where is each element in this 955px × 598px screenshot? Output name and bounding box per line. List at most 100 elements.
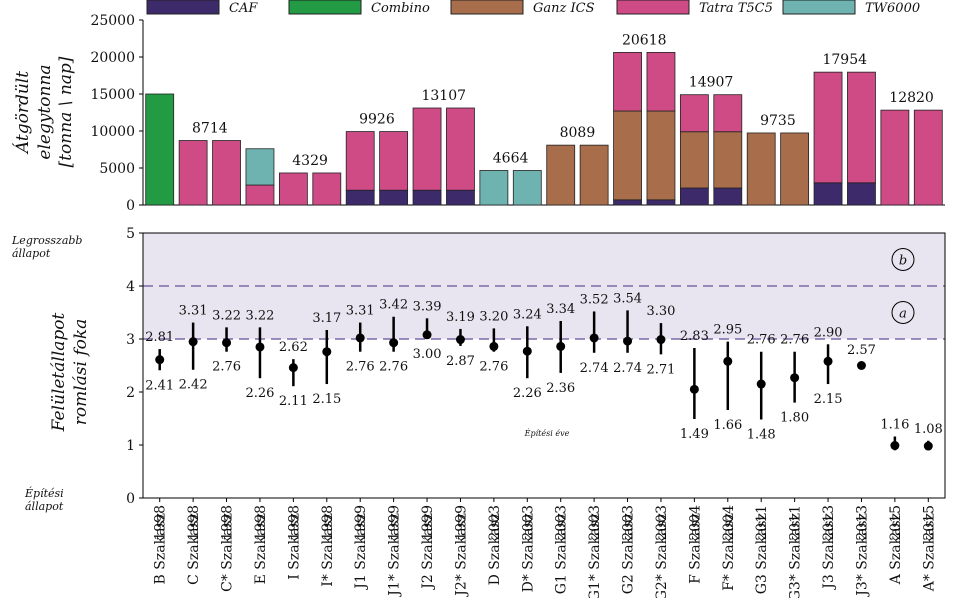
zone-label: a [899, 307, 907, 322]
bar-segment-tatra-t5c5 [178, 140, 208, 206]
legend-label: Combino [371, 1, 430, 16]
mean-point [489, 341, 499, 351]
top-y-tick-label: 5000 [99, 161, 135, 177]
mean-point [288, 363, 298, 373]
year-label: 1998 [286, 505, 302, 541]
legend-label: TW6000 [865, 1, 920, 16]
mean-point [656, 335, 666, 345]
section-label: F Szakasz [687, 513, 703, 584]
max-value-label: 2.76 [747, 333, 776, 348]
section-label: G1 Szakasz [554, 513, 570, 594]
max-value-label: 3.19 [446, 310, 475, 325]
total-label: 13107 [421, 88, 466, 104]
year-label: 2003 [587, 505, 603, 541]
top-y-tick-label: 20000 [90, 50, 135, 66]
max-value-label: 1.16 [880, 418, 909, 433]
max-value-label: 3.20 [479, 309, 508, 324]
bar-segment-tw6000 [245, 148, 275, 186]
total-label: 8714 [192, 121, 228, 137]
section-label: J3* Szakasz [854, 513, 870, 598]
year-label: 2013 [821, 505, 837, 541]
section-label: I* Szakasz [320, 513, 336, 587]
max-value-label: 3.54 [613, 291, 642, 306]
year-label: 1998 [220, 505, 236, 541]
year-label: 1999 [353, 505, 369, 541]
mean-point [255, 342, 265, 352]
mean-point [556, 341, 566, 351]
bar-segment-tatra-t5c5 [412, 107, 442, 191]
min-value-label: 1.48 [747, 428, 776, 443]
bar-segment-tatra-t5c5 [446, 107, 475, 191]
section-label: F* Szakasz [721, 513, 737, 591]
worst-state-label: Legrosszabb [11, 234, 82, 247]
bar-segment-caf [412, 189, 442, 206]
bar-segment-tatra-t5c5 [713, 94, 743, 133]
bottom-y-axis-label: romlási foka [71, 319, 91, 426]
bar-segment-caf [847, 182, 876, 206]
bottom-y-axis-label: Felületállapot [49, 312, 69, 432]
min-value-label: 2.76 [212, 360, 241, 375]
year-label: 2011 [788, 505, 804, 541]
bar-segment-caf [646, 199, 676, 206]
year-label: 1999 [387, 505, 403, 541]
bar-segment-caf [613, 199, 642, 206]
zone-label: b [899, 254, 907, 269]
year-label: 1998 [186, 505, 202, 541]
bar-segment-caf [713, 187, 743, 206]
section-label: D Szakasz [487, 513, 503, 585]
bar-segment-ganz-ics [679, 131, 709, 189]
min-value-label: 2.26 [245, 386, 274, 401]
total-label: 4664 [493, 150, 529, 166]
mean-point [756, 379, 766, 389]
section-label: B Szakasz [153, 513, 169, 584]
year-label: 2003 [621, 505, 637, 541]
zone-marker [891, 301, 915, 324]
bar-segment-ganz-ics [780, 132, 810, 206]
min-value-label: 2.36 [546, 381, 575, 396]
min-value-label: 2.15 [312, 392, 341, 407]
total-label: 17954 [822, 52, 867, 68]
top-y-tick-label: 15000 [90, 87, 135, 103]
bar-segment-ganz-ics [546, 144, 576, 206]
top-y-tick-label: 25000 [90, 13, 135, 29]
year-label: 1999 [453, 505, 469, 541]
max-value-label: 2.76 [780, 333, 809, 348]
legend-swatch-tatra-t5c5 [616, 0, 690, 15]
center-note: Építési éve [524, 429, 570, 438]
bar-segment-ganz-ics [646, 110, 676, 201]
mean-point [355, 333, 365, 343]
bar-segment-tatra-t5c5 [379, 131, 409, 191]
legend-label: Ganz ICS [533, 1, 595, 16]
legend-swatch-tw6000 [782, 0, 856, 15]
bar-segment-tw6000 [479, 170, 509, 206]
max-value-label: 3.34 [546, 302, 575, 317]
max-value-label: 2.83 [680, 329, 709, 344]
year-label: 2011 [754, 505, 770, 541]
section-label: C* Szakasz [220, 513, 236, 592]
min-value-label: 2.15 [814, 392, 843, 407]
section-label: D* Szakasz [520, 513, 536, 592]
min-value-label: 2.26 [513, 386, 542, 401]
mean-point [923, 441, 933, 451]
bar-segment-tatra-t5c5 [312, 172, 342, 206]
section-label: E Szakasz [253, 513, 269, 584]
bottom-errorbar-chart: 012345LegrosszabbállapotÉpítésiállapotFe… [11, 226, 946, 598]
bottom-y-tick-label: 0 [126, 491, 135, 507]
legend-label: Tatra T5C5 [699, 1, 773, 16]
worst-state-label: állapot [12, 247, 51, 260]
top-bar-chart: 0 5000 10000 15000 20000 25000 Átgördült elegyt… [12, 13, 945, 214]
max-value-label: 2.90 [814, 325, 843, 340]
bar-segment-ganz-ics [613, 110, 642, 201]
bar-segment-caf [679, 187, 709, 206]
min-value-label: 2.76 [479, 360, 508, 375]
mean-point [222, 338, 232, 348]
total-label: 12820 [889, 90, 934, 106]
max-value-label: 3.31 [346, 304, 375, 319]
section-label: A* Szakasz [921, 513, 937, 592]
top-y-axis-label: elegytonna [35, 64, 55, 159]
bar-segment-ganz-ics [579, 144, 609, 206]
min-value-label: 2.11 [279, 394, 308, 409]
legend: CAF Combino Ganz ICS Tatra T5C5 TW6000 [146, 0, 920, 16]
mean-point [723, 356, 733, 366]
max-value-label: 3.24 [513, 307, 542, 322]
